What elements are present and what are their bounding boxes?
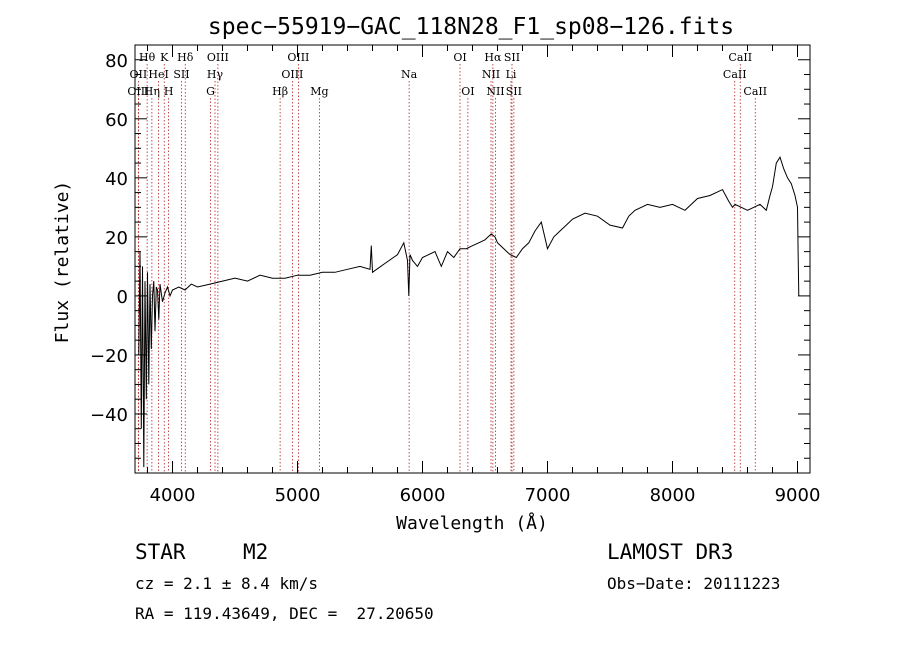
x-axis-label: Wavelength (Å): [396, 512, 548, 534]
spectral-line-label: H: [164, 85, 174, 98]
x-tick-label: 9000: [775, 485, 821, 506]
survey-name: LAMOST DR3: [607, 540, 734, 564]
spectral-line-label: Hγ: [207, 68, 224, 81]
y-axis-label: Flux (relative): [52, 181, 73, 344]
spectral-line-label: Hβ: [272, 85, 288, 98]
x-tick-label: 7000: [525, 485, 571, 506]
coordinates: RA = 119.43649, DEC = 27.20650: [135, 604, 434, 623]
y-tick-label: −40: [90, 405, 128, 426]
spectral-line-label: OIII: [127, 85, 149, 98]
spectral-line-label: CaII: [743, 85, 767, 98]
spectral-line-label: OI: [461, 85, 474, 98]
x-tick-label: 4000: [150, 485, 196, 506]
spectrum-line: [138, 156, 800, 468]
spectral-line-label: SII: [506, 85, 522, 98]
spectral-line-label: NII: [486, 85, 504, 98]
spectral-line-label: Mg: [310, 85, 328, 98]
spectral-line-label: Hη: [144, 85, 160, 98]
x-axis-ticks: 4000 5000 6000 7000 8000 9000: [147, 45, 821, 506]
y-tick-label: 40: [105, 169, 128, 190]
y-tick-label: 20: [105, 228, 128, 249]
x-tick-label: 6000: [400, 485, 446, 506]
spectral-line-label: K: [160, 51, 169, 64]
spectral-line-label: Hθ: [139, 51, 156, 64]
y-tick-label: 0: [117, 287, 128, 308]
obs-date: Obs−Date: 20111223: [607, 574, 781, 593]
spectral-line-label: NII: [482, 68, 500, 81]
spectral-line-label: Hα: [484, 51, 502, 64]
spectral-line-label: CaII: [728, 51, 752, 64]
spectral-line-label: Li: [506, 68, 517, 81]
spectral-lines: [137, 64, 756, 473]
spectral-line-label: SII: [504, 51, 520, 64]
x-tick-label: 8000: [650, 485, 696, 506]
spectral-line-label: OI: [453, 51, 466, 64]
spectral-line-label: CaII: [723, 68, 747, 81]
y-tick-label: 80: [105, 51, 128, 72]
y-tick-label: −20: [90, 346, 128, 367]
spectral-line-label: HeI: [148, 68, 168, 81]
redshift-velocity: cz = 2.1 ± 8.4 km/s: [135, 574, 319, 593]
y-axis-ticks: −40 −20 0 20 40 60 80: [90, 44, 810, 459]
x-tick-label: 5000: [275, 485, 321, 506]
spectral-line-label: Na: [401, 68, 418, 81]
spectral-line-label: OIII: [287, 51, 309, 64]
spectral-line-label: OIII: [281, 68, 303, 81]
spectral-line-label: SII: [173, 68, 189, 81]
y-tick-label: 60: [105, 110, 128, 131]
chart-title: spec−55919−GAC_118N28_F1_sp08−126.fits: [208, 14, 734, 40]
spectral-line-label: G: [206, 85, 215, 98]
object-subclass: M2: [243, 540, 269, 564]
spectral-line-label: OIII: [207, 51, 229, 64]
spectral-line-label: Hδ: [177, 51, 194, 64]
plot-frame: [134, 44, 811, 474]
object-class: STAR: [135, 540, 186, 564]
